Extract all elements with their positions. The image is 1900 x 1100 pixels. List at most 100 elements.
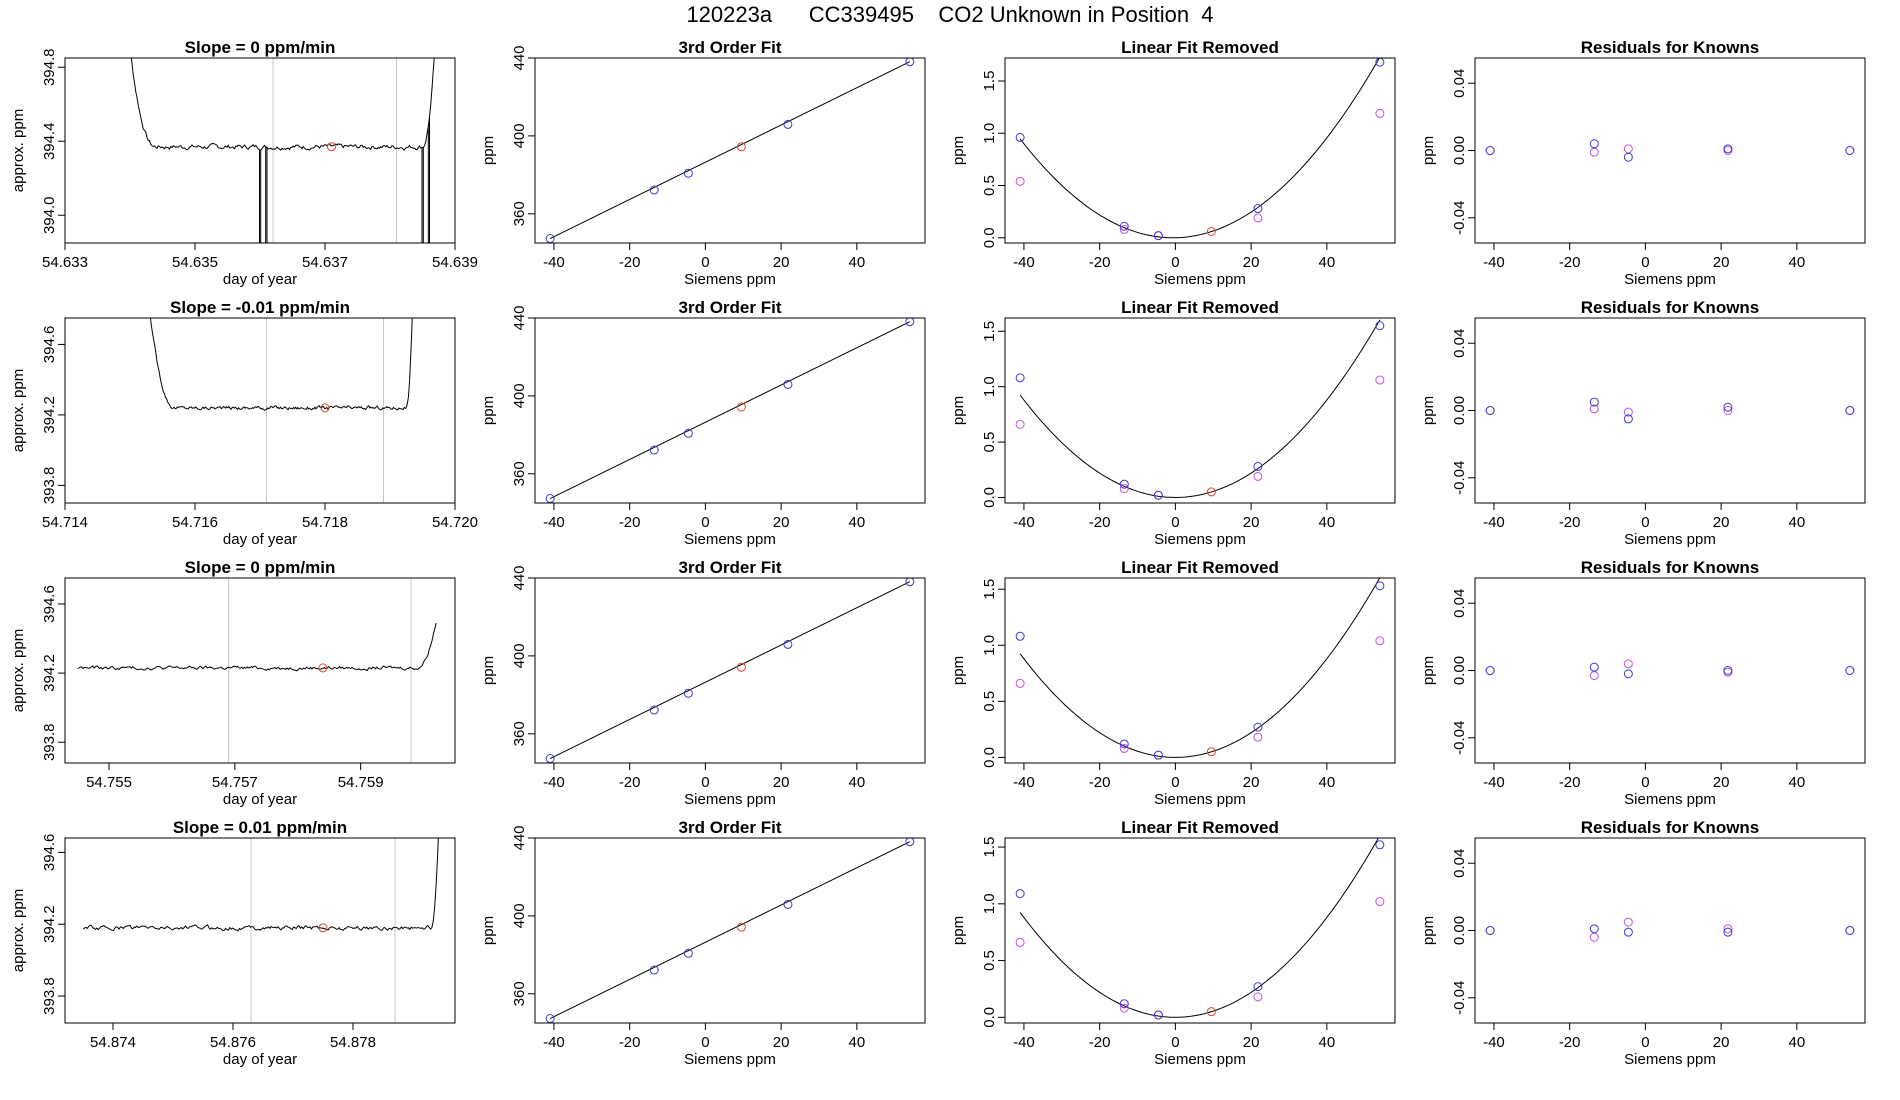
x-tick-label: 40 [1319, 774, 1336, 791]
unknown-marker [318, 663, 328, 673]
residual-point [1375, 897, 1385, 907]
residual-point [1589, 404, 1599, 414]
known-point [1253, 204, 1263, 214]
y-tick-label: 440 [511, 45, 528, 70]
residual-point [1119, 1003, 1129, 1013]
y-tick-label: 0.00 [1451, 396, 1468, 425]
x-tick-label: -40 [1483, 254, 1505, 271]
x-tick-label: -20 [619, 254, 641, 271]
x-tick-label: 54.718 [302, 514, 348, 531]
known-point [1623, 414, 1633, 424]
y-tick-label: 1.0 [981, 893, 998, 914]
residual-point [1723, 406, 1733, 415]
trace-line [130, 58, 435, 243]
plot-area [77, 578, 437, 763]
known-point [1253, 722, 1263, 732]
panel-r3-c1: Slope = 0 ppm/min 54.755 54.757 54.759 393.8… [10, 558, 456, 808]
x-tick-label: -20 [1089, 774, 1111, 791]
fit-curve [1019, 58, 1380, 239]
x-axis-label: Siemens ppm [1624, 531, 1716, 548]
known-point [1153, 1010, 1163, 1020]
plot-frame [64, 577, 456, 764]
known-point [1015, 889, 1025, 899]
y-tick-label: 394.6 [41, 326, 58, 364]
known-point [683, 168, 693, 178]
x-tick-label: 40 [1319, 514, 1336, 531]
y-tick-label: 360 [511, 981, 528, 1006]
y-tick-label: 0.5 [981, 691, 998, 712]
x-axis-label: day of year [223, 271, 297, 288]
known-point [1845, 146, 1855, 155]
x-tick-label: 54.757 [212, 774, 258, 791]
known-point [649, 705, 659, 715]
x-tick-label: 20 [773, 774, 790, 791]
x-tick-label: -20 [619, 514, 641, 531]
fit-line [549, 841, 911, 1019]
fit-curve [1019, 838, 1379, 1018]
x-tick-label: 54.874 [90, 1034, 136, 1051]
panel-r2-c3: Linear Fit Removed -40 -20 0 20 40 0.0 0.5 1.0 1.… [950, 298, 1396, 548]
known-point [1845, 926, 1855, 935]
panel-r1-c4: Residuals for Knowns -40 -20 0 20 40 -0.04 0.00… [1420, 38, 1866, 288]
known-point [1845, 666, 1855, 675]
residual-point [1589, 932, 1599, 942]
panel-r4-c4: Residuals for Knowns -40 -20 0 20 40 -0.04 0.00… [1420, 818, 1866, 1068]
y-axis-label: ppm [1420, 136, 1437, 165]
known-point [1485, 406, 1495, 415]
plot-frame [534, 837, 926, 1024]
page-title: 120223a CC339495 CO2 Unknown in Position… [686, 2, 1214, 27]
unknown-marker [318, 923, 328, 933]
x-tick-label: 40 [849, 514, 866, 531]
known-point [1253, 982, 1263, 992]
residual-point [1375, 375, 1385, 385]
trace-line [149, 318, 413, 411]
x-axis-label: Siemens ppm [1154, 1051, 1246, 1068]
known-point [649, 185, 659, 195]
x-axis-label: Siemens ppm [1624, 1051, 1716, 1068]
plot-frame [1474, 577, 1866, 764]
panel-r4-c3: Linear Fit Removed -40 -20 0 20 40 0.0 0.5 1.0 1.… [950, 818, 1396, 1068]
panel-r1-c1: Slope = 0 ppm/min 54.633 54.635 54.637 54.63… [10, 38, 478, 288]
panel-r2-c1: Slope = -0.01 ppm/min 54.714 54.716 54.718 5… [10, 298, 478, 548]
x-tick-label: -20 [1559, 254, 1581, 271]
y-tick-label: 1.5 [981, 321, 998, 342]
known-point [1589, 662, 1599, 672]
x-tick-label: -40 [543, 514, 565, 531]
y-tick-label: 394.8 [41, 48, 58, 86]
known-point [1375, 840, 1385, 850]
x-tick-label: 20 [1243, 1034, 1260, 1051]
known-point [1723, 144, 1733, 154]
unknown-marker [320, 403, 330, 413]
x-axis-label: day of year [223, 1051, 297, 1068]
plot-frame [1004, 837, 1396, 1024]
x-axis-label: Siemens ppm [1154, 791, 1246, 808]
unknown-point [1206, 487, 1216, 497]
plot-area [1015, 58, 1385, 241]
y-tick-label: 0.04 [1451, 329, 1468, 358]
y-tick-label: 1.0 [981, 123, 998, 144]
known-point [905, 578, 915, 587]
y-axis-label: approx. ppm [10, 109, 27, 192]
known-point [783, 379, 793, 389]
x-tick-label: 40 [1789, 1034, 1806, 1051]
x-tick-label: 20 [1243, 254, 1260, 271]
x-tick-label: -40 [543, 774, 565, 791]
y-tick-label: 0.0 [981, 747, 998, 768]
y-tick-label: 393.8 [41, 977, 58, 1015]
panel-title: Slope = 0 ppm/min [185, 38, 336, 57]
y-tick-label: 440 [511, 565, 528, 590]
x-tick-label: 54.633 [42, 254, 88, 271]
plot-frame [1004, 317, 1396, 504]
panel-r2-c4: Residuals for Knowns -40 -20 0 20 40 -0.04 0.00… [1420, 298, 1866, 548]
panel-title: Linear Fit Removed [1121, 558, 1279, 577]
residual-point [1623, 407, 1633, 417]
y-tick-label: 394.4 [41, 122, 58, 160]
residual-point [1015, 419, 1025, 429]
y-tick-label: 1.5 [981, 71, 998, 92]
y-tick-label: 1.0 [981, 635, 998, 656]
y-tick-label: -0.04 [1451, 721, 1468, 755]
residual-point [1375, 636, 1385, 646]
x-tick-label: -40 [1013, 774, 1035, 791]
y-tick-label: 400 [511, 643, 528, 668]
